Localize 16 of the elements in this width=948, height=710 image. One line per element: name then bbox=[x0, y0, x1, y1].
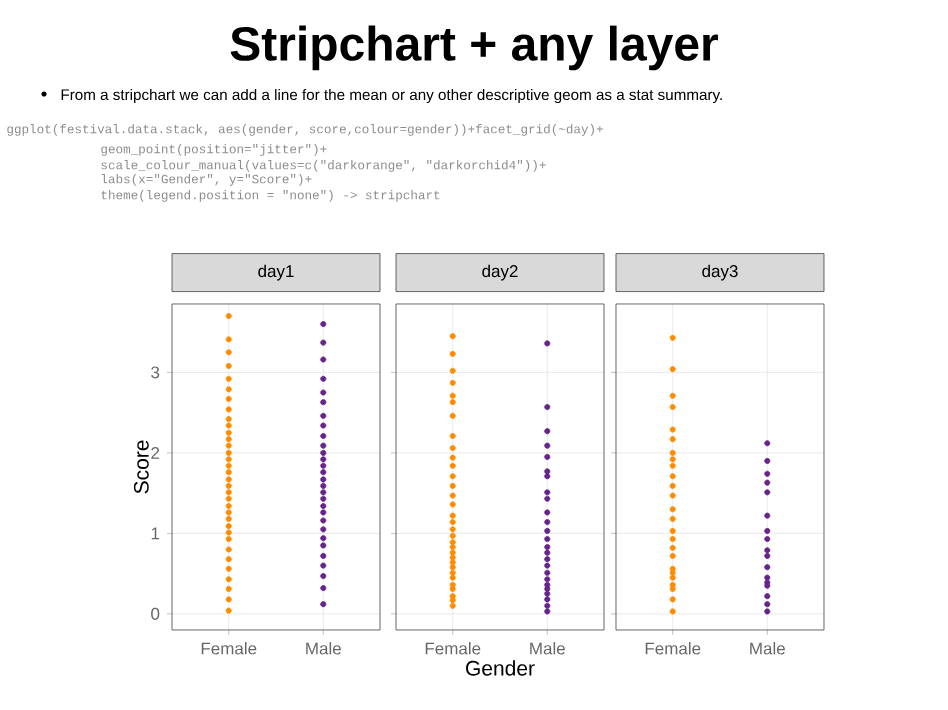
x-tick-label: Male bbox=[530, 642, 565, 655]
y-tick-label: 3 bbox=[151, 366, 160, 379]
x-tick-label: Male bbox=[306, 642, 341, 655]
y-axis-title: Score bbox=[133, 440, 149, 494]
x-tick-label: Female bbox=[645, 642, 701, 655]
x-tick-label: Male bbox=[750, 642, 785, 655]
y-tick-label: 0 bbox=[151, 607, 160, 620]
x-tick-label: Female bbox=[201, 642, 257, 655]
y-tick-label: 2 bbox=[151, 446, 160, 459]
chart-title: day1 bbox=[258, 264, 294, 281]
x-axis-title: Gender bbox=[466, 660, 535, 676]
chart-title: day3 bbox=[702, 264, 738, 281]
x-tick-label: Female bbox=[425, 642, 481, 655]
text: Stripchart + any layer bbox=[230, 25, 718, 71]
chart-title: day2 bbox=[482, 264, 518, 281]
y-tick-label: 1 bbox=[151, 527, 160, 540]
